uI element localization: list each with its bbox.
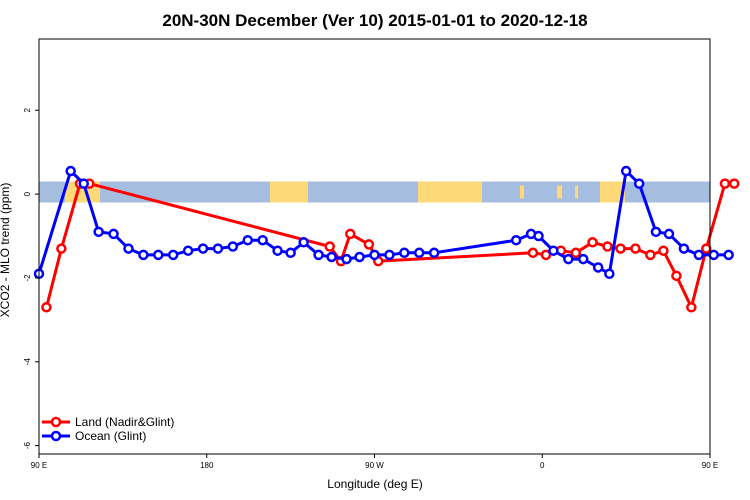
data-point xyxy=(540,249,552,261)
map-land-patch xyxy=(600,181,625,203)
data-point xyxy=(527,247,539,259)
data-point xyxy=(413,247,425,259)
data-point xyxy=(167,249,179,261)
data-point xyxy=(510,234,522,246)
data-point xyxy=(93,226,104,238)
data-point xyxy=(341,253,352,265)
series-line xyxy=(45,182,735,309)
x-axis: 90 E 180 90 W 0 90 E xyxy=(31,454,718,470)
data-point xyxy=(369,249,380,261)
map-strip xyxy=(39,181,710,203)
x-tick-label: 90 E xyxy=(31,461,47,470)
data-point xyxy=(701,243,712,254)
y-tick-label: -6 xyxy=(23,442,32,450)
data-point xyxy=(384,249,395,261)
data-point xyxy=(56,243,67,254)
data-point xyxy=(592,262,604,273)
x-tick-label: 0 xyxy=(540,461,545,470)
data-point xyxy=(719,178,731,189)
data-point xyxy=(658,245,669,256)
data-point xyxy=(363,239,375,250)
data-point xyxy=(242,234,254,246)
map-land-patch xyxy=(418,181,482,203)
series-ocean xyxy=(33,165,734,279)
x-tick-label: 90 E xyxy=(702,461,718,470)
map-land-patch xyxy=(520,185,524,199)
data-point xyxy=(326,251,337,263)
legend-swatch-marker xyxy=(50,416,62,428)
series-layer xyxy=(33,165,740,313)
data-point xyxy=(428,247,440,259)
data-point xyxy=(578,253,589,265)
data-point xyxy=(708,249,719,261)
map-land-patch xyxy=(290,185,296,199)
data-point xyxy=(650,226,662,238)
y-axis: 2 0 -2 -4 -6 xyxy=(23,107,39,449)
data-point xyxy=(645,249,656,261)
data-point xyxy=(123,243,134,254)
y-tick-label: 2 xyxy=(23,107,32,112)
data-point xyxy=(563,253,574,265)
series-land xyxy=(41,178,740,313)
data-point xyxy=(686,302,697,313)
data-point xyxy=(678,243,690,254)
data-point xyxy=(138,249,149,261)
data-point xyxy=(182,245,194,256)
data-point xyxy=(604,268,615,279)
chart-title: 20N-30N December (Ver 10) 2015-01-01 to … xyxy=(162,11,587,30)
legend-swatch-marker xyxy=(50,430,62,442)
data-point xyxy=(620,165,632,177)
data-point xyxy=(693,249,705,261)
data-point xyxy=(630,243,641,254)
data-point xyxy=(728,178,740,189)
data-point xyxy=(671,270,682,282)
data-point xyxy=(197,243,209,254)
data-point xyxy=(153,249,164,261)
data-point xyxy=(227,241,239,252)
x-axis-label: Longitude (deg E) xyxy=(327,477,422,491)
data-point xyxy=(65,165,76,177)
data-point xyxy=(533,230,544,242)
data-point xyxy=(285,247,296,259)
legend-label: Land (Nadir&Glint) xyxy=(75,415,174,429)
data-point xyxy=(345,228,356,240)
data-point xyxy=(257,234,268,246)
data-point xyxy=(723,249,734,261)
y-axis-label: XCO2 - MLO trend (ppm) xyxy=(0,183,12,318)
y-tick-label: -2 xyxy=(23,274,32,282)
data-point xyxy=(313,249,324,261)
y-tick-label: 0 xyxy=(23,191,32,196)
legend-label: Ocean (Glint) xyxy=(75,429,146,443)
map-ocean-band xyxy=(39,181,710,203)
data-point xyxy=(108,228,119,240)
data-point xyxy=(570,247,582,259)
legend: Land (Nadir&Glint)Ocean (Glint) xyxy=(42,415,174,443)
data-point xyxy=(663,228,675,240)
x-tick-label: 180 xyxy=(200,461,214,470)
map-land-patch xyxy=(575,185,578,199)
x-tick-label: 90 W xyxy=(365,461,384,470)
data-point xyxy=(41,302,52,313)
data-point xyxy=(272,245,283,256)
data-point xyxy=(615,243,626,254)
data-point xyxy=(324,241,336,252)
data-point xyxy=(212,243,224,254)
map-land-patch xyxy=(557,185,562,199)
data-point xyxy=(633,178,645,189)
data-point xyxy=(587,237,598,248)
data-point xyxy=(548,245,559,256)
data-point xyxy=(399,247,410,259)
data-point xyxy=(298,237,309,248)
map-land-patch xyxy=(270,181,308,203)
data-point xyxy=(602,241,613,252)
data-point xyxy=(78,178,89,189)
data-point xyxy=(354,251,365,263)
y-tick-label: -4 xyxy=(23,358,32,366)
